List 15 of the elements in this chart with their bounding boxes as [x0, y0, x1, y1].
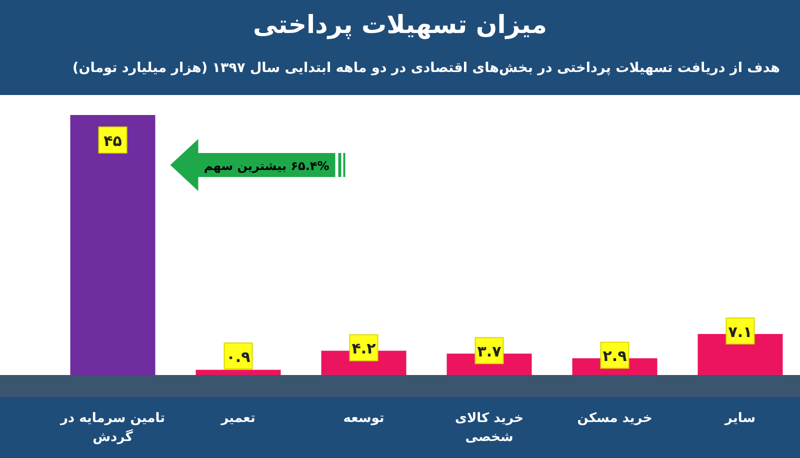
data-label: ۴.۲ — [352, 340, 376, 358]
x-tick-label: تامین سرمایه در گردش — [59, 410, 166, 447]
chart-title: میزان تسهیلات پرداختی — [252, 10, 548, 39]
data-label: ۰.۹ — [226, 348, 250, 366]
annotation: ۶۵.۴% بیشترین سهم — [204, 159, 330, 173]
x-tick-label: توسعه — [342, 410, 386, 428]
data-label: ۷.۱ — [728, 322, 752, 341]
data-label: ۲.۹ — [602, 347, 627, 366]
x-tick-label: خرید کالای شخصی — [454, 410, 524, 447]
x-tick-label: خرید مسکن — [576, 410, 654, 428]
x-tick-label: تعمیر — [220, 410, 256, 428]
data-label: ۴۵ — [104, 132, 122, 150]
chart-subtitle: هدف از دریافت تسهیلات پرداختی در بخش‌های اقتصادی در دو ماهه ابتدایی سال ۱۳۹۷ (هزار میلیارد تومان) — [72, 60, 780, 76]
x-tick-label: سایر — [723, 410, 757, 428]
data-label: ۳.۷ — [477, 342, 502, 361]
